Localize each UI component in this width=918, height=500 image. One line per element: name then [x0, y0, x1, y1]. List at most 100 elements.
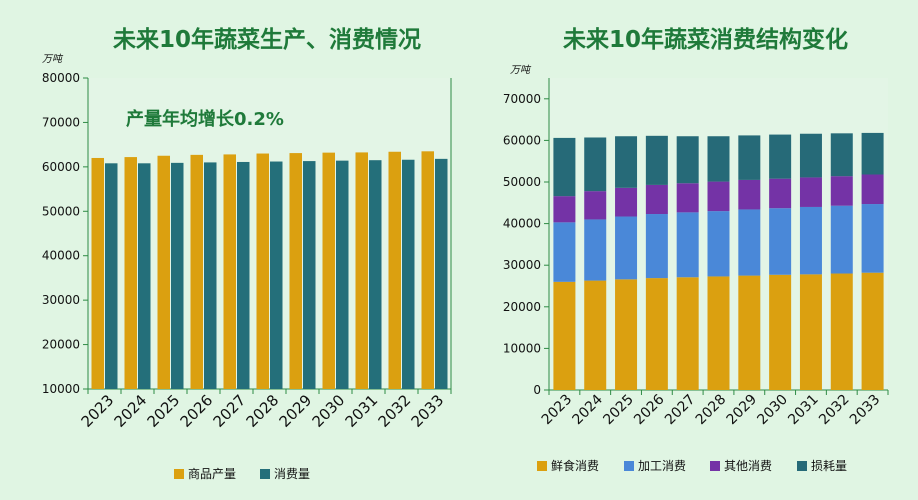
- right-bar-other-consumption: [584, 191, 607, 220]
- left-y-tick-label: 10000: [42, 382, 80, 396]
- right-bar-fresh-consumption: [584, 280, 607, 390]
- right-bar-processing-consumption: [769, 208, 792, 275]
- right-bar-other-consumption: [707, 181, 730, 212]
- left-growth-annotation: 产量年均增长0.2%: [126, 108, 284, 130]
- left-bar-consumption: [402, 159, 415, 389]
- right-bar-processing-consumption: [676, 212, 699, 278]
- right-bar-loss: [738, 135, 761, 180]
- left-y-tick-label: 30000: [42, 293, 80, 307]
- left-x-tick-label: 2024: [111, 391, 151, 431]
- left-bar-consumption: [435, 158, 448, 389]
- right-x-tick-label: 2029: [724, 392, 761, 429]
- right-y-tick-label: 70000: [503, 92, 541, 106]
- left-bar-commodity-output: [190, 154, 203, 389]
- right-bar-processing-consumption: [553, 222, 576, 282]
- right-bar-loss: [676, 136, 699, 184]
- left-legend-label: 商品产量: [188, 466, 236, 481]
- right-bar-processing-consumption: [645, 214, 668, 279]
- left-bar-commodity-output: [91, 157, 104, 389]
- right-legend-swatch: [624, 461, 634, 471]
- right-legend-label: 损耗量: [811, 459, 847, 473]
- right-legend-label: 鲜食消费: [551, 458, 599, 473]
- right-bar-other-consumption: [645, 184, 668, 215]
- left-y-tick-label: 80000: [42, 71, 80, 85]
- right-y-tick-label: 20000: [503, 300, 541, 314]
- right-bar-other-consumption: [615, 187, 638, 217]
- left-bar-consumption: [270, 161, 283, 389]
- right-bar-other-consumption: [676, 183, 699, 213]
- left-unit-label: 万吨: [42, 53, 64, 65]
- left-y-tick-label: 50000: [42, 204, 80, 218]
- left-x-tick-label: 2023: [78, 391, 118, 431]
- right-y-tick-label: 10000: [503, 341, 541, 355]
- right-bar-loss: [584, 137, 607, 192]
- right-bar-fresh-consumption: [861, 272, 884, 390]
- left-chart-title: 未来10年蔬菜生产、消费情况: [113, 27, 422, 53]
- left-x-tick-label: 2025: [144, 391, 184, 431]
- right-bar-fresh-consumption: [645, 278, 668, 390]
- right-y-tick-label: 0: [533, 383, 541, 397]
- right-x-tick-label: 2023: [539, 392, 576, 429]
- right-bar-fresh-consumption: [769, 274, 792, 390]
- right-bar-fresh-consumption: [799, 274, 822, 390]
- right-bar-processing-consumption: [615, 216, 638, 280]
- left-bar-commodity-output: [322, 152, 335, 389]
- right-chart-title: 未来10年蔬菜消费结构变化: [563, 27, 849, 53]
- right-bar-other-consumption: [553, 196, 576, 223]
- left-x-tick-label: 2028: [243, 391, 283, 431]
- left-x-tick-label: 2027: [210, 391, 250, 431]
- right-bar-fresh-consumption: [830, 273, 853, 390]
- right-legend-label: 加工消费: [638, 459, 686, 473]
- right-bar-processing-consumption: [861, 204, 884, 273]
- right-x-tick-label: 2033: [847, 392, 884, 429]
- right-bar-loss: [553, 137, 576, 197]
- left-bar-consumption: [369, 160, 382, 389]
- left-y-tick-label: 70000: [42, 115, 80, 129]
- right-bar-fresh-consumption: [707, 276, 730, 390]
- right-bar-loss: [615, 136, 638, 188]
- right-x-tick-label: 2030: [754, 392, 791, 429]
- right-x-tick-label: 2025: [600, 392, 637, 429]
- right-bar-loss: [645, 135, 668, 185]
- right-bar-other-consumption: [799, 177, 822, 207]
- left-bar-commodity-output: [355, 152, 368, 389]
- right-legend-swatch: [710, 461, 720, 471]
- right-bar-fresh-consumption: [615, 279, 638, 390]
- left-bar-consumption: [171, 162, 184, 389]
- right-bar-fresh-consumption: [676, 277, 699, 390]
- right-y-tick-label: 50000: [503, 175, 541, 189]
- left-x-tick-label: 2032: [375, 391, 415, 431]
- right-x-tick-label: 2028: [693, 392, 730, 429]
- right-bar-processing-consumption: [738, 209, 761, 276]
- right-bar-processing-consumption: [830, 205, 853, 274]
- left-legend-label: 消费量: [274, 467, 310, 481]
- left-bar-commodity-output: [157, 155, 170, 389]
- right-bar-processing-consumption: [799, 206, 822, 275]
- right-bar-loss: [707, 136, 730, 182]
- left-legend-swatch: [260, 469, 270, 479]
- right-bar-other-consumption: [861, 174, 884, 205]
- right-x-tick-label: 2032: [816, 392, 853, 429]
- left-y-tick-label: 60000: [42, 160, 80, 174]
- right-bar-fresh-consumption: [738, 275, 761, 390]
- right-bar-other-consumption: [738, 179, 761, 210]
- right-y-tick-label: 60000: [503, 133, 541, 147]
- right-y-tick-label: 40000: [503, 217, 541, 231]
- right-unit-label: 万吨: [510, 64, 532, 76]
- left-bar-commodity-output: [256, 153, 269, 389]
- left-bar-consumption: [204, 162, 217, 389]
- left-y-tick-label: 40000: [42, 249, 80, 263]
- left-bar-consumption: [105, 163, 118, 389]
- left-y-tick-label: 20000: [42, 338, 80, 352]
- right-bar-other-consumption: [769, 178, 792, 209]
- right-x-tick-label: 2026: [631, 391, 668, 428]
- left-bar-commodity-output: [388, 151, 401, 389]
- right-bar-processing-consumption: [584, 219, 607, 281]
- left-bar-consumption: [303, 161, 316, 389]
- left-bar-consumption: [336, 160, 349, 389]
- right-bar-processing-consumption: [707, 211, 730, 277]
- right-bar-other-consumption: [830, 176, 853, 206]
- left-bar-commodity-output: [124, 157, 137, 389]
- right-legend-label: 其他消费: [724, 459, 772, 473]
